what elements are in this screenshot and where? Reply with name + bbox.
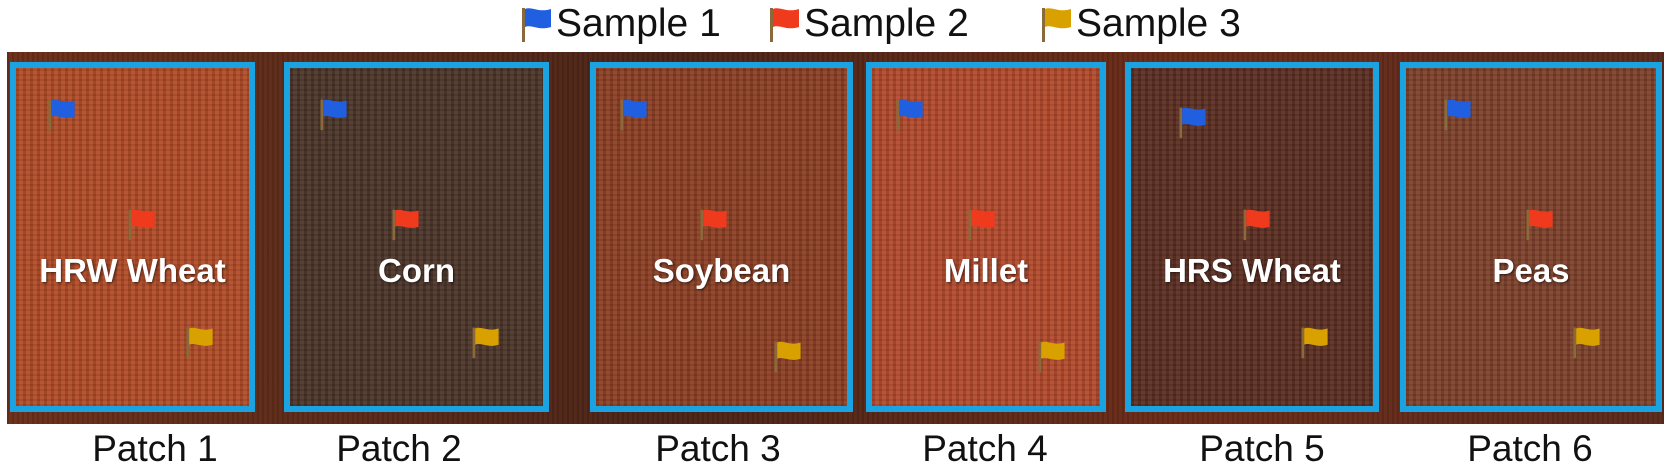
crop-label: Soybean	[652, 252, 791, 289]
crop-label: HRS Wheat	[1163, 252, 1341, 289]
blue-flag-icon	[48, 99, 75, 131]
legend-label: Sample 3	[1076, 2, 1241, 45]
patch-6: Peas	[1400, 62, 1662, 412]
crop-label: Peas	[1492, 252, 1570, 289]
field-texture	[290, 68, 543, 406]
blue-flag-icon	[320, 99, 347, 131]
patch-caption: Patch 1	[92, 428, 218, 469]
field-texture	[1131, 68, 1373, 406]
field-texture	[16, 68, 249, 406]
red-flag-icon	[392, 209, 419, 241]
yellow-flag-icon	[1038, 341, 1065, 373]
crop-label: Millet	[943, 252, 1029, 289]
patch-1: HRW Wheat	[10, 62, 255, 412]
yellow-flag-icon	[472, 327, 499, 359]
legend-label: Sample 1	[556, 2, 721, 45]
crop-label: Corn	[378, 252, 455, 289]
patch-2: Corn	[284, 62, 549, 412]
yellow-flag-icon	[1573, 327, 1600, 359]
red-flag-icon	[968, 209, 995, 241]
yellow-flag-icon	[1042, 8, 1071, 42]
yellow-flag-icon	[774, 341, 801, 373]
legend: Sample 1 Sample 2 Sample 3	[0, 0, 1672, 48]
legend-label: Sample 2	[804, 2, 969, 45]
patch-caption: Patch 5	[1199, 428, 1325, 469]
patch-caption: Patch 3	[655, 428, 781, 469]
red-flag-icon	[1526, 209, 1553, 241]
red-flag-icon	[128, 209, 155, 241]
blue-flag-icon	[1179, 107, 1206, 139]
blue-flag-icon	[1444, 99, 1471, 131]
legend-item-sample-2: Sample 2	[768, 0, 969, 48]
blue-flag-icon	[896, 99, 923, 131]
patch-caption: Patch 4	[922, 428, 1048, 469]
field-texture	[596, 68, 847, 406]
blue-flag-icon	[522, 8, 551, 42]
legend-item-sample-3: Sample 3	[1040, 0, 1241, 48]
blue-flag-icon	[620, 99, 647, 131]
yellow-flag-icon	[186, 327, 213, 359]
red-flag-icon	[1243, 209, 1270, 241]
patch-3: Soybean	[590, 62, 853, 412]
field-imagery-strip: HRW Wheat Corn Soybean Millet HRS Wheat …	[7, 52, 1664, 424]
patch-caption: Patch 2	[336, 428, 462, 469]
red-flag-icon	[700, 209, 727, 241]
patch-4: Millet	[866, 62, 1106, 412]
field-texture	[1406, 68, 1656, 406]
patch-5: HRS Wheat	[1125, 62, 1379, 412]
legend-item-sample-1: Sample 1	[520, 0, 721, 48]
red-flag-icon	[770, 8, 799, 42]
crop-label: HRW Wheat	[39, 252, 226, 289]
yellow-flag-icon	[1301, 327, 1328, 359]
patch-caption: Patch 6	[1467, 428, 1593, 469]
